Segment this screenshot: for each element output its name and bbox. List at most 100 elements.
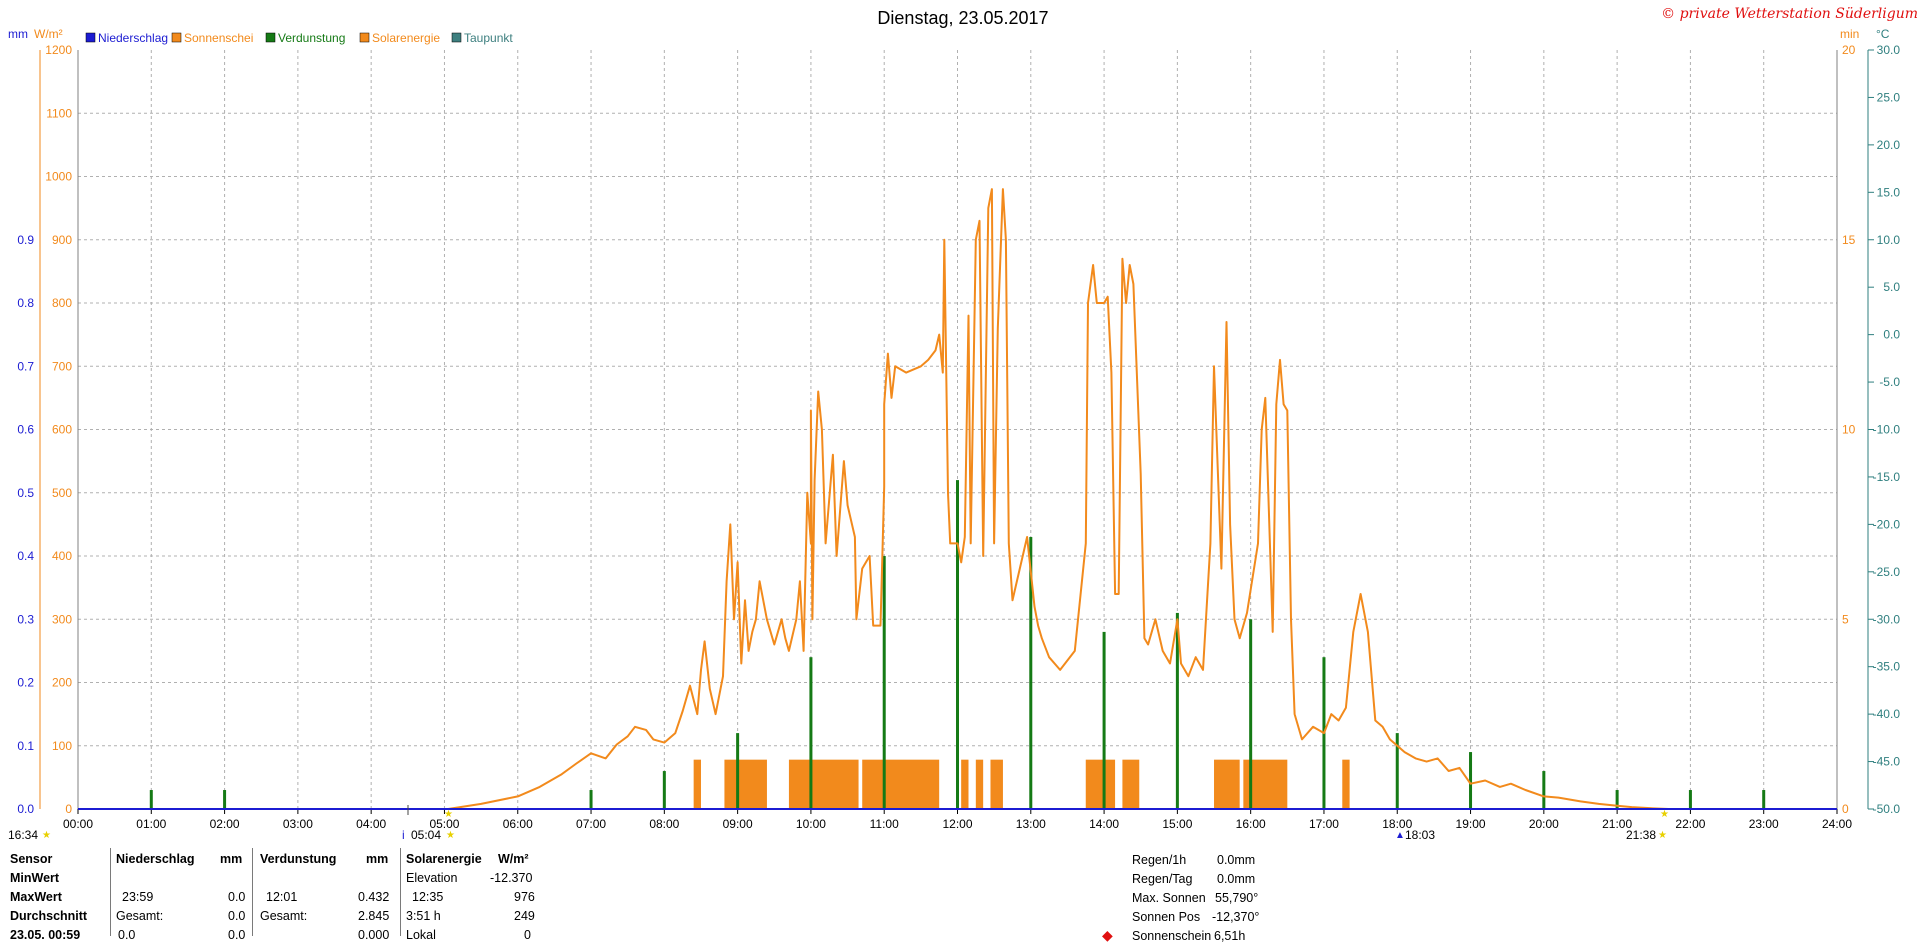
celsius-tick-label: -40.0 (1873, 707, 1901, 721)
stats-niederschlag-maxtime: 23:59 (122, 890, 154, 904)
min-tick-label: 5 (1842, 612, 1849, 626)
diamond-icon: ◆ (1102, 927, 1113, 943)
mm-tick-label: 0.7 (17, 359, 34, 373)
x-tick-label: 13:00 (1016, 817, 1046, 831)
regen-tag-label: Regen/Tag (1132, 872, 1193, 886)
marker-sunset-time: 21:38 (1626, 828, 1656, 842)
stats-verdunstung-gesamt-label: Gesamt: (260, 909, 308, 923)
solar-series (78, 188, 1837, 810)
evaporation-spike (1688, 790, 1692, 809)
celsius-tick-label: 0.0 (1883, 328, 1900, 342)
stats-row-avg: Durchschnitt (10, 909, 88, 923)
celsius-tick-label: -30.0 (1873, 612, 1901, 626)
evaporation-spike (1395, 733, 1399, 809)
stats-solar-last-val: 0 (524, 928, 531, 942)
stats-verdunstung-maxval: 0.432 (358, 890, 390, 904)
x-tick-label: 03:00 (283, 817, 313, 831)
wm2-tick-label: 1200 (45, 43, 72, 57)
sunshine-bar (990, 759, 1003, 809)
x-tick-label: 22:00 (1675, 817, 1705, 831)
legend-swatch (359, 32, 370, 43)
x-tick-label: 21:00 (1602, 817, 1632, 831)
stats-niederschlag-last-a: 0.0 (118, 928, 136, 942)
wm2-tick-label: 0 (65, 802, 72, 816)
x-tick-label: 15:00 (1162, 817, 1192, 831)
stats-verdunstung-last-val: 0.000 (358, 928, 390, 942)
x-tick-label: 10:00 (796, 817, 826, 831)
sunset-icon: ★ (1658, 830, 1667, 841)
wm2-tick-label: 200 (52, 676, 72, 690)
min-tick-label: 20 (1842, 43, 1856, 57)
evaporation-spike (223, 790, 227, 809)
stats-elevation-val: -12.370 (490, 871, 533, 885)
evaporation-spike (662, 771, 666, 809)
sunshine-bar (1085, 759, 1116, 809)
celsius-tick-label: -20.0 (1873, 517, 1901, 531)
evaporation-spike (809, 657, 813, 809)
wm2-tick-label: 500 (52, 486, 72, 500)
sonnenschein-label: Sonnenschein (1132, 929, 1212, 943)
x-tick-label: 05:00 (429, 817, 459, 831)
celsius-tick-label: 15.0 (1877, 185, 1901, 199)
regen-1h-val: 0.0mm (1217, 853, 1256, 867)
wm2-tick-label: 400 (52, 549, 72, 563)
marker-left-time: 16:34 (8, 828, 38, 842)
evaporation-spike (1249, 619, 1253, 809)
celsius-tick-label: -45.0 (1873, 755, 1901, 769)
x-tick-label: 14:00 (1089, 817, 1119, 831)
mm-tick-label: 0.9 (17, 233, 34, 247)
x-tick-label: 11:00 (870, 817, 899, 831)
max-sonnen-label: Max. Sonnen (1132, 891, 1206, 905)
celsius-tick-label: -25.0 (1873, 565, 1901, 579)
min-tick-label: 0 (1842, 802, 1849, 816)
sunshine-bar (1342, 759, 1350, 809)
stats-niederschlag-maxval: 0.0 (228, 890, 246, 904)
evaporation-spike (1542, 771, 1546, 809)
marker-max-time: 18:03 (1405, 828, 1435, 842)
x-tick-label: 17:00 (1309, 817, 1339, 831)
regen-1h-label: Regen/1h (1132, 853, 1187, 867)
x-tick-label: 08:00 (649, 817, 679, 831)
celsius-tick-label: 20.0 (1877, 138, 1901, 152)
celsius-tick-label: 5.0 (1883, 280, 1900, 294)
mm-tick-label: 0.5 (17, 486, 34, 500)
evaporation-spike (1029, 537, 1033, 809)
legend-label: Sonnenschei (184, 31, 253, 45)
sonnenschein-val: 6,51h (1214, 929, 1246, 943)
sonnen-pos-val: -12,370° (1212, 910, 1260, 924)
mm-tick-label: 0.8 (17, 296, 34, 310)
sunshine-bar (693, 759, 701, 809)
x-tick-label: 00:00 (63, 817, 93, 831)
regen-tag-val: 0.0mm (1217, 872, 1256, 886)
time-markers: 16:34 ★ i 05:04 ★★▲ 18:03 21:38 ★★ (8, 805, 1669, 842)
min-tick-label: 10 (1842, 423, 1856, 437)
celsius-tick-label: -50.0 (1873, 802, 1901, 816)
stats-niederschlag-gesamt-val: 0.0 (228, 909, 246, 923)
evaporation-spike (149, 790, 153, 809)
stats-elevation-label: Elevation (406, 871, 458, 885)
stats-unit-verdunstung: mm (366, 852, 389, 866)
min-tick-label: 15 (1842, 233, 1856, 247)
stats-solar-maxtime: 12:35 (412, 890, 444, 904)
evaporation-spike (1615, 790, 1619, 809)
sunshine-bar (788, 759, 859, 809)
chart-title: Dienstag, 23.05.2017 (877, 8, 1048, 28)
evaporation-spike (736, 733, 740, 809)
mm-tick-label: 0.6 (17, 423, 34, 437)
legend-label: Taupunkt (464, 31, 513, 45)
max-sonnen-val: 55,790° (1215, 891, 1259, 905)
celsius-tick-label: 30.0 (1877, 43, 1901, 57)
stats-solar-avgval: 249 (514, 909, 535, 923)
x-tick-label: 18:00 (1382, 817, 1412, 831)
stats-header-verdunstung: Verdunstung (260, 852, 337, 866)
stats-niederschlag-gesamt-label: Gesamt: (116, 909, 164, 923)
wm2-tick-label: 300 (52, 612, 72, 626)
max-marker-icon: ▲ (1395, 830, 1405, 841)
sunshine-bars (693, 759, 1350, 809)
mm-tick-label: 0.3 (17, 612, 34, 626)
stats-verdunstung-maxtime: 12:01 (266, 890, 298, 904)
evaporation-spike (1175, 612, 1179, 809)
stats-unit-niederschlag: mm (220, 852, 243, 866)
celsius-tick-label: -15.0 (1873, 470, 1901, 484)
legend-label: Solarenergie (372, 31, 440, 45)
